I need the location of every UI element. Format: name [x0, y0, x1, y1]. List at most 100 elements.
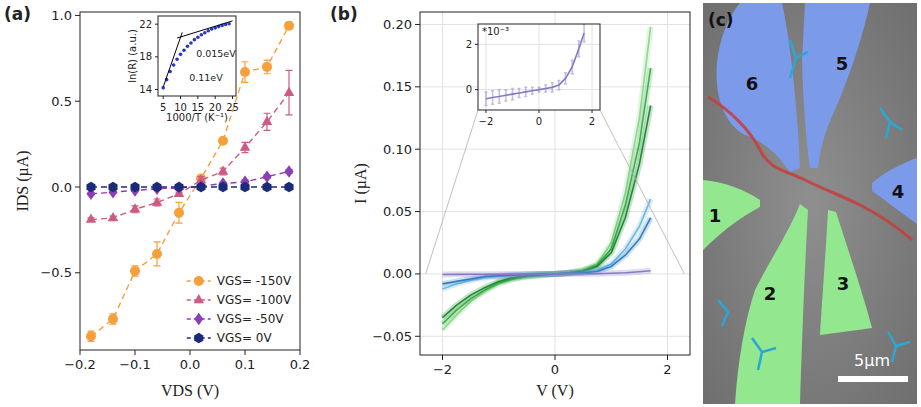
y-tick-label: −0.5 — [40, 265, 72, 280]
tick-mark — [485, 110, 486, 113]
tick-mark — [155, 56, 158, 57]
data-point — [182, 48, 186, 52]
error-bar — [577, 41, 580, 57]
series-line — [443, 271, 651, 275]
legend: VGS= -150VVGS= -100VVGS= -50VVGS= 0V — [187, 274, 292, 345]
electrode — [735, 204, 808, 404]
error-bar — [544, 85, 547, 92]
data-point — [175, 182, 184, 195]
data-point — [218, 136, 228, 146]
tick-mark — [415, 273, 420, 274]
data-point — [186, 44, 190, 48]
x-tick-label: 2 — [589, 116, 595, 127]
grid-line — [592, 24, 593, 110]
legend-marker — [194, 313, 203, 326]
x-tick-label: 0.0 — [180, 357, 201, 372]
nanostructure — [790, 40, 808, 78]
y-tick-label: 0.05 — [383, 204, 412, 219]
error-bar — [491, 91, 494, 105]
grid-line — [667, 12, 668, 355]
tick-mark — [592, 110, 593, 113]
data-point — [189, 41, 193, 45]
panel-label: (b) — [330, 4, 358, 24]
tick-mark — [75, 272, 80, 273]
annotation: 0.11eV — [189, 72, 223, 83]
data-point — [197, 180, 206, 193]
tick-mark — [667, 355, 668, 360]
x-tick-label: 0 — [551, 362, 559, 377]
y-tick-label: 18 — [139, 51, 152, 62]
tick-mark — [155, 89, 158, 90]
electrode-label: 4 — [892, 181, 905, 202]
data-point — [262, 182, 271, 193]
x-tick-label: −2 — [433, 362, 452, 377]
x-tick-label: 2 — [663, 362, 671, 377]
tick-mark — [300, 350, 301, 355]
nanostructure — [718, 300, 728, 326]
series-line — [443, 218, 651, 284]
grid-line — [442, 12, 443, 355]
data-point — [86, 331, 96, 341]
panel-label: (a) — [4, 4, 31, 24]
error-bar — [538, 87, 541, 92]
error-bar — [564, 73, 567, 84]
nanostructure — [880, 108, 902, 138]
series-line — [163, 32, 182, 87]
data-point — [108, 182, 117, 193]
tick-mark — [415, 86, 420, 87]
data-point — [175, 57, 179, 61]
data-point — [108, 212, 119, 221]
zoom-line — [600, 110, 684, 274]
tick-mark — [232, 96, 233, 99]
tick-mark — [75, 101, 80, 102]
tick-mark — [539, 110, 540, 113]
grid-line — [539, 24, 540, 110]
y-axis-title: IDS (µA) — [14, 150, 32, 211]
tick-mark — [475, 89, 478, 90]
tick-mark — [75, 15, 80, 16]
uncertainty-band — [443, 199, 651, 289]
electrode — [703, 180, 760, 250]
electrode-label: 6 — [746, 73, 759, 94]
y-tick-label: 22 — [139, 19, 152, 30]
plot-frame — [158, 16, 236, 96]
x-tick-label: 0 — [536, 116, 542, 127]
electrode-label: 1 — [709, 205, 722, 226]
grid-line — [420, 149, 690, 150]
grid-line — [420, 211, 690, 212]
uncertainty-band — [443, 271, 651, 275]
data-point — [130, 203, 141, 212]
x-tick-label: −2 — [479, 116, 494, 127]
data-point — [285, 165, 294, 178]
data-point — [193, 38, 197, 42]
data-point — [86, 182, 95, 193]
x-tick-label: 10 — [174, 102, 187, 113]
data-point — [240, 182, 249, 193]
data-point — [262, 116, 273, 125]
scale-bar — [838, 376, 908, 382]
series-line — [91, 26, 289, 337]
x-tick-label: 5 — [160, 102, 166, 113]
x-tick-label: 0.1 — [235, 357, 256, 372]
plot-background — [420, 12, 690, 355]
legend-marker — [194, 333, 203, 344]
data-point — [152, 196, 163, 205]
data-point — [174, 182, 183, 193]
legend-label: VGS= 0V — [217, 331, 273, 345]
tick-mark — [190, 350, 191, 355]
data-point — [174, 208, 184, 218]
series-line — [91, 93, 289, 220]
electrode-label: 5 — [836, 53, 849, 74]
error-bar — [498, 90, 501, 104]
x-tick-label: 20 — [209, 102, 222, 113]
data-point — [152, 249, 162, 259]
error-bar — [551, 83, 554, 92]
y-tick-label: 0.00 — [383, 266, 412, 281]
tick-mark — [555, 355, 556, 360]
data-point — [240, 67, 250, 77]
data-point — [240, 142, 251, 151]
series-line — [443, 199, 651, 289]
y-tick-label: 1.0 — [51, 8, 72, 23]
error-bar — [583, 24, 586, 42]
panel-label: (c) — [708, 10, 734, 30]
